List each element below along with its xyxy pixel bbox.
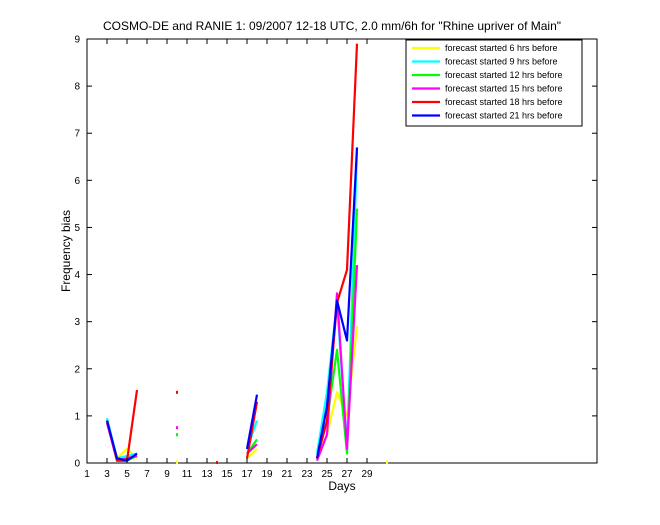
- y-tick-label: 7: [74, 129, 80, 140]
- legend-label: forecast started 21 hrs before: [445, 111, 563, 121]
- x-tick-label: 11: [182, 469, 193, 480]
- x-tick-label: 7: [144, 469, 150, 480]
- y-tick-label: 5: [74, 223, 80, 234]
- y-tick-label: 6: [74, 176, 80, 187]
- legend-label: forecast started 9 hrs before: [445, 57, 558, 67]
- x-tick-label: 19: [261, 469, 273, 480]
- y-axis-label: Frequency bias: [59, 210, 73, 292]
- series-point: [176, 433, 178, 437]
- x-tick-label: 3: [104, 469, 110, 480]
- chart-title: COSMO-DE and RANIE 1: 09/2007 12-18 UTC,…: [103, 19, 561, 33]
- y-tick-label: 8: [74, 82, 80, 93]
- y-tick-label: 9: [74, 35, 80, 46]
- series-layer: [105, 43, 388, 465]
- series-line: [105, 420, 138, 462]
- x-tick-label: 13: [201, 469, 213, 480]
- series-line: [245, 401, 259, 459]
- y-tick-label: 0: [74, 459, 80, 470]
- y-tick-label: 1: [74, 411, 80, 422]
- legend-label: forecast started 12 hrs before: [445, 70, 563, 80]
- series-line: [315, 265, 359, 461]
- x-tick-label: 9: [164, 469, 170, 480]
- x-tick-label: 23: [301, 469, 313, 480]
- x-tick-label: 1: [84, 469, 90, 480]
- series-line: [315, 147, 359, 459]
- x-tick-label: 5: [124, 469, 130, 480]
- series-point: [176, 460, 178, 464]
- y-tick-label: 2: [74, 364, 80, 375]
- series-point: [176, 426, 178, 430]
- series-point: [386, 460, 388, 464]
- x-tick-label: 27: [341, 469, 353, 480]
- x-tick-label: 17: [241, 469, 253, 480]
- y-tick-label: 4: [74, 270, 80, 281]
- legend-items: forecast started 6 hrs before forecast st…: [412, 43, 563, 121]
- series-point: [176, 390, 178, 394]
- x-tick-label: 25: [321, 469, 333, 480]
- x-tick-label: 15: [221, 469, 233, 480]
- legend-label: forecast started 15 hrs before: [445, 84, 563, 94]
- series-6: [105, 147, 359, 462]
- x-tick-label: 21: [281, 469, 293, 480]
- legend-box: [405, 39, 583, 127]
- y-tick-label: 3: [74, 317, 80, 328]
- legend-label: forecast started 6 hrs before: [445, 43, 558, 53]
- series-point: [216, 461, 218, 465]
- series-line: [246, 448, 258, 460]
- series-line: [245, 394, 259, 450]
- x-axis-label: Days: [328, 479, 355, 493]
- legend-label: forecast started 18 hrs before: [445, 97, 563, 107]
- x-tick-label: 29: [361, 469, 373, 480]
- legend: forecast started 6 hrs before forecast st…: [405, 39, 583, 127]
